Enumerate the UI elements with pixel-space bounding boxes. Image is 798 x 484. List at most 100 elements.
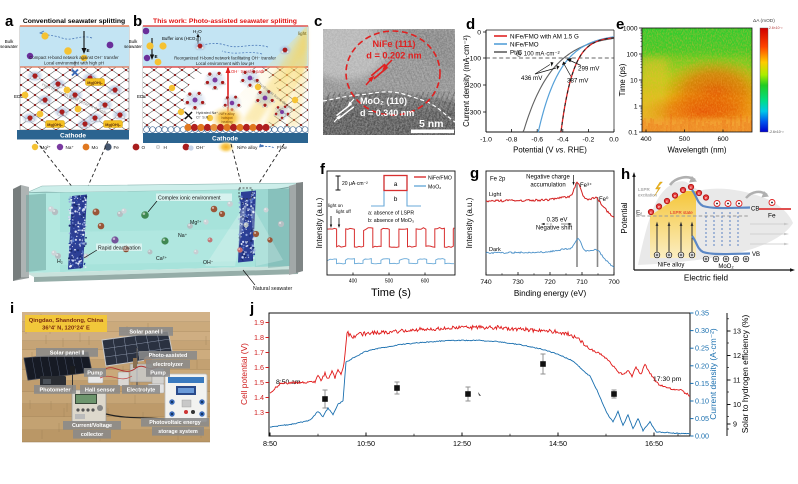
- svg-text:Na⁺: Na⁺: [178, 233, 188, 239]
- svg-text:accumulation: accumulation: [530, 183, 565, 189]
- svg-text:400: 400: [640, 136, 651, 143]
- svg-text:10:50: 10:50: [357, 439, 375, 448]
- svg-text:Mg²⁺: Mg²⁺: [190, 220, 202, 226]
- svg-text:600: 600: [717, 136, 728, 143]
- svg-text:OH⁻: OH⁻: [203, 260, 214, 266]
- svg-text:-100: -100: [467, 55, 481, 62]
- svg-text:excitation: excitation: [638, 193, 658, 198]
- svg-text:d: d: [466, 16, 475, 33]
- svg-text:Na⁺: Na⁺: [66, 145, 75, 150]
- svg-text:e: e: [666, 199, 668, 203]
- svg-text:720: 720: [544, 279, 556, 286]
- svg-text:436 mV: 436 mV: [521, 75, 543, 82]
- svg-text:seawater: seawater: [124, 44, 142, 49]
- svg-text:13: 13: [733, 327, 741, 336]
- svg-text:Hall sensor: Hall sensor: [85, 387, 116, 393]
- svg-text:Pt/C: Pt/C: [510, 49, 523, 56]
- svg-text:Intensity (a.u.): Intensity (a.u.): [315, 197, 324, 248]
- svg-text:Reorganized H-bond network fac: Reorganized H-bond network facilitating …: [174, 56, 276, 61]
- svg-text:Potential: Potential: [620, 202, 629, 233]
- svg-text:d = 0.202 nm: d = 0.202 nm: [366, 51, 421, 61]
- svg-text:i: i: [10, 300, 14, 317]
- svg-text:387 mV: 387 mV: [567, 78, 589, 85]
- svg-text:Photo-assisted: Photo-assisted: [149, 353, 188, 359]
- svg-text:MoO₂: MoO₂: [428, 184, 441, 190]
- svg-text:710: 710: [576, 279, 588, 286]
- svg-text:Photovoltaic energy: Photovoltaic energy: [149, 420, 201, 426]
- svg-text:-0.6: -0.6: [531, 137, 543, 144]
- svg-text:1.7: 1.7: [254, 348, 264, 357]
- svg-text:light off: light off: [336, 209, 351, 214]
- svg-text:9: 9: [733, 420, 737, 429]
- svg-text:seawater: seawater: [0, 44, 18, 49]
- svg-text:10: 10: [733, 400, 741, 409]
- svg-text:500: 500: [679, 136, 690, 143]
- svg-text:Fe³⁺: Fe³⁺: [580, 182, 592, 189]
- svg-text:Current density (mA·cm⁻²): Current density (mA·cm⁻²): [462, 35, 471, 127]
- svg-text:36°4′ N, 120°24′ E: 36°4′ N, 120°24′ E: [42, 326, 90, 332]
- svg-text:Time (ps): Time (ps): [618, 63, 627, 96]
- svg-text:b: b: [394, 196, 398, 203]
- svg-text:Complex ionic environment: Complex ionic environment: [158, 196, 221, 202]
- svg-text:730: 730: [512, 279, 524, 286]
- svg-text:This work: Photo-assisted seaw: This work: Photo-assisted seawater split…: [153, 18, 297, 25]
- svg-text:E: E: [87, 48, 90, 53]
- svg-text:Solar to hydrogen efficiency (: Solar to hydrogen efficiency (%): [740, 315, 750, 434]
- svg-text:Buffer ions (HCO₃⁻): Buffer ions (HCO₃⁻): [162, 36, 201, 41]
- svg-text:EDL: EDL: [14, 94, 23, 99]
- svg-text:-0.2: -0.2: [583, 137, 595, 144]
- svg-text:Current/Voltage: Current/Voltage: [72, 423, 112, 429]
- svg-text:H₂: H₂: [57, 259, 63, 265]
- svg-text:@ 100 mA·cm⁻²: @ 100 mA·cm⁻²: [516, 52, 560, 58]
- svg-text:hotspot: hotspot: [221, 116, 232, 120]
- svg-text:EDL: EDL: [137, 94, 146, 99]
- svg-text:10: 10: [630, 77, 638, 84]
- svg-text:e: e: [698, 191, 700, 195]
- svg-text:12:50: 12:50: [453, 439, 471, 448]
- svg-text:8:50: 8:50: [263, 439, 277, 448]
- svg-text:Fe: Fe: [768, 213, 776, 220]
- svg-text:-1.0: -1.0: [480, 137, 492, 144]
- svg-text:-0.4: -0.4: [557, 137, 569, 144]
- svg-text:LSPR: LSPR: [638, 187, 651, 192]
- svg-text:14:50: 14:50: [549, 439, 567, 448]
- svg-text:O: O: [142, 145, 146, 150]
- svg-text:e: e: [682, 188, 684, 192]
- svg-text:g: g: [470, 165, 479, 182]
- svg-text:8:50 am: 8:50 am: [276, 379, 301, 386]
- svg-text:MoO₂ (110): MoO₂ (110): [360, 96, 407, 106]
- svg-text:H: H: [164, 145, 167, 150]
- svg-text:0.20: 0.20: [695, 361, 709, 370]
- svg-text:0.00: 0.00: [695, 432, 709, 441]
- svg-text:17:30 pm: 17:30 pm: [653, 376, 682, 383]
- svg-text:1.8: 1.8: [254, 333, 264, 342]
- svg-text:100: 100: [626, 51, 637, 58]
- svg-text:-0.8: -0.8: [506, 137, 518, 144]
- svg-text:OH⁻: OH⁻: [196, 145, 206, 150]
- svg-text:500: 500: [385, 279, 394, 285]
- svg-text:light on: light on: [328, 203, 343, 208]
- svg-text:400: 400: [349, 279, 358, 285]
- svg-text:e: e: [690, 185, 692, 189]
- svg-text:f: f: [320, 161, 326, 178]
- svg-text:Intensity (a.u.): Intensity (a.u.): [465, 197, 474, 248]
- svg-text:MoO₂: MoO₂: [718, 264, 734, 270]
- svg-text:0.15: 0.15: [695, 379, 709, 388]
- svg-text:-2.6×10⁻²: -2.6×10⁻²: [769, 130, 784, 134]
- svg-text:Natural seawater: Natural seawater: [253, 286, 292, 292]
- svg-text:Potential (V vs. RHE): Potential (V vs. RHE): [513, 146, 587, 155]
- svg-text:Ca²⁺: Ca²⁺: [156, 256, 167, 262]
- svg-text:electrolyzer: electrolyzer: [153, 362, 184, 368]
- svg-text:Photometer: Photometer: [39, 387, 71, 393]
- svg-text:LSPR state: LSPR state: [670, 210, 693, 215]
- svg-text:-200: -200: [467, 82, 481, 89]
- svg-text:Current density (A·cm⁻²): Current density (A·cm⁻²): [708, 328, 718, 420]
- svg-text:Qingdao, Shandong, China: Qingdao, Shandong, China: [29, 318, 104, 324]
- svg-text:Light: Light: [489, 192, 502, 198]
- svg-text:0.0: 0.0: [609, 137, 619, 144]
- svg-text:H₂O: H₂O: [193, 29, 202, 34]
- svg-text:j: j: [249, 300, 254, 317]
- svg-text:Negative shift: Negative shift: [536, 226, 573, 232]
- svg-text:Cl⁻ S.R.: Cl⁻ S.R.: [196, 116, 209, 120]
- svg-text:Cathode: Cathode: [60, 133, 86, 140]
